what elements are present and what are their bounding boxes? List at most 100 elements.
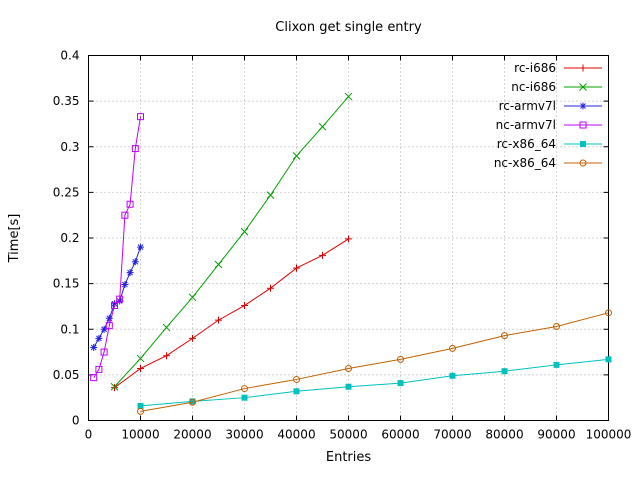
x-tick-label: 30000 — [225, 428, 263, 442]
marker-square-open — [100, 348, 108, 356]
marker-asterisk — [105, 314, 113, 322]
y-tick-label: 0.15 — [53, 277, 80, 291]
y-axis-label: Time[s] — [7, 214, 22, 264]
marker-cross — [162, 323, 171, 332]
marker-plus — [345, 235, 352, 243]
x-tick-label: 70000 — [433, 428, 471, 442]
marker-square-filled — [137, 402, 144, 409]
y-tick-label: 0.2 — [60, 231, 79, 245]
marker-square-open — [111, 302, 118, 310]
y-tick-label: 0.3 — [60, 140, 79, 154]
legend-label: rc-i686 — [514, 61, 556, 75]
marker-asterisk — [137, 243, 144, 251]
marker-circle-open — [137, 407, 144, 415]
legend: rc-i686 nc-i686 rc-armv7l nc-armv7l rc-x86_6… — [494, 61, 602, 170]
marker-square-filled — [397, 380, 404, 387]
y-tick-label: 0.05 — [53, 368, 80, 382]
marker-plus — [137, 364, 144, 372]
marker-square-filled — [345, 383, 352, 390]
marker-square-filled — [605, 356, 612, 363]
marker-square-open — [105, 322, 113, 330]
marker-square-open — [90, 374, 98, 382]
marker-circle-open — [397, 355, 404, 363]
marker-square-open — [126, 200, 134, 208]
series-line-nc-i686 — [114, 96, 349, 388]
marker-square-filled — [293, 388, 300, 395]
series-rc-i686 — [111, 235, 352, 392]
marker-plus — [215, 316, 222, 324]
legend-item-nc-armv7l: nc-armv7l — [496, 118, 602, 132]
x-tick-labels: 0 10000 20000 30000 40000 50000 60000 70000 8000… — [85, 428, 632, 442]
x-tick-label: 60000 — [381, 428, 419, 442]
marker-square-open — [121, 211, 129, 219]
marker-asterisk — [126, 269, 134, 277]
legend-item-nc-i686: nc-i686 — [511, 80, 602, 94]
marker-square-open — [131, 145, 139, 153]
x-tick-label: 100000 — [586, 428, 632, 442]
marker-square-filled — [449, 372, 456, 379]
marker-plus — [189, 334, 196, 342]
x-tick-label: 0 — [85, 428, 93, 442]
marker-plus — [111, 384, 118, 392]
y-tick-label: 0.4 — [60, 49, 79, 63]
x-tick-label: 50000 — [329, 428, 367, 442]
legend-item-rc-x86_64: rc-x86_64 — [497, 137, 602, 151]
series-rc-x86_64 — [137, 356, 612, 409]
marker-plus — [267, 284, 274, 292]
marker-square-filled — [580, 141, 586, 147]
marker-square-filled — [553, 361, 560, 368]
y-tick-label: 0.25 — [53, 185, 80, 199]
y-tick-label: 0.1 — [60, 322, 79, 336]
marker-circle-open — [605, 309, 612, 317]
x-tick-label: 10000 — [121, 428, 159, 442]
marker-asterisk — [111, 300, 118, 308]
marker-square-open — [579, 121, 587, 129]
marker-cross — [318, 122, 327, 131]
series-line-nc-x86_64 — [140, 312, 609, 412]
series-nc-i686 — [110, 92, 353, 391]
y-tick-label: 0.35 — [53, 94, 80, 108]
marker-cross — [214, 260, 223, 269]
marker-square-filled — [501, 368, 508, 375]
marker-circle-open — [293, 375, 300, 383]
marker-cross — [579, 83, 587, 91]
y-tick-label: 0 — [72, 414, 80, 428]
marker-plus — [163, 352, 170, 360]
marker-asterisk — [579, 102, 587, 110]
x-tick-label: 80000 — [485, 428, 523, 442]
marker-square-filled — [189, 398, 196, 405]
marker-circle-open — [189, 398, 196, 406]
marker-cross — [292, 152, 301, 160]
legend-label: nc-armv7l — [496, 118, 556, 132]
marker-asterisk — [90, 344, 98, 351]
marker-square-open — [95, 365, 103, 373]
series-line-rc-x86_64 — [140, 358, 609, 407]
x-axis-label: Entries — [326, 450, 372, 465]
marker-cross — [266, 191, 275, 199]
x-tick-label: 20000 — [173, 428, 211, 442]
legend-item-rc-i686: rc-i686 — [514, 61, 602, 75]
marker-asterisk — [131, 258, 139, 266]
marker-plus — [293, 264, 300, 272]
marker-square-filled — [241, 394, 248, 401]
marker-cross — [110, 382, 119, 391]
marker-circle-open — [553, 323, 560, 331]
marker-circle-open — [241, 385, 248, 393]
legend-label: rc-x86_64 — [497, 137, 556, 151]
marker-circle-open — [501, 332, 508, 340]
legend-label: nc-i686 — [511, 80, 556, 94]
marker-cross — [188, 293, 197, 302]
marker-plus — [319, 251, 326, 259]
series-nc-armv7l — [90, 113, 144, 382]
marker-cross — [240, 227, 249, 236]
marker-cross — [344, 92, 353, 101]
y-tick-labels: 0 0.05 0.1 0.15 0.2 0.25 0.3 0.35 0.4 — [53, 49, 80, 428]
marker-asterisk — [95, 334, 103, 342]
chart-title: Clixon get single entry — [275, 20, 422, 35]
marker-square-open — [137, 113, 144, 121]
marker-plus — [579, 64, 587, 72]
marker-cross — [136, 354, 145, 363]
tick-marks — [88, 55, 609, 421]
